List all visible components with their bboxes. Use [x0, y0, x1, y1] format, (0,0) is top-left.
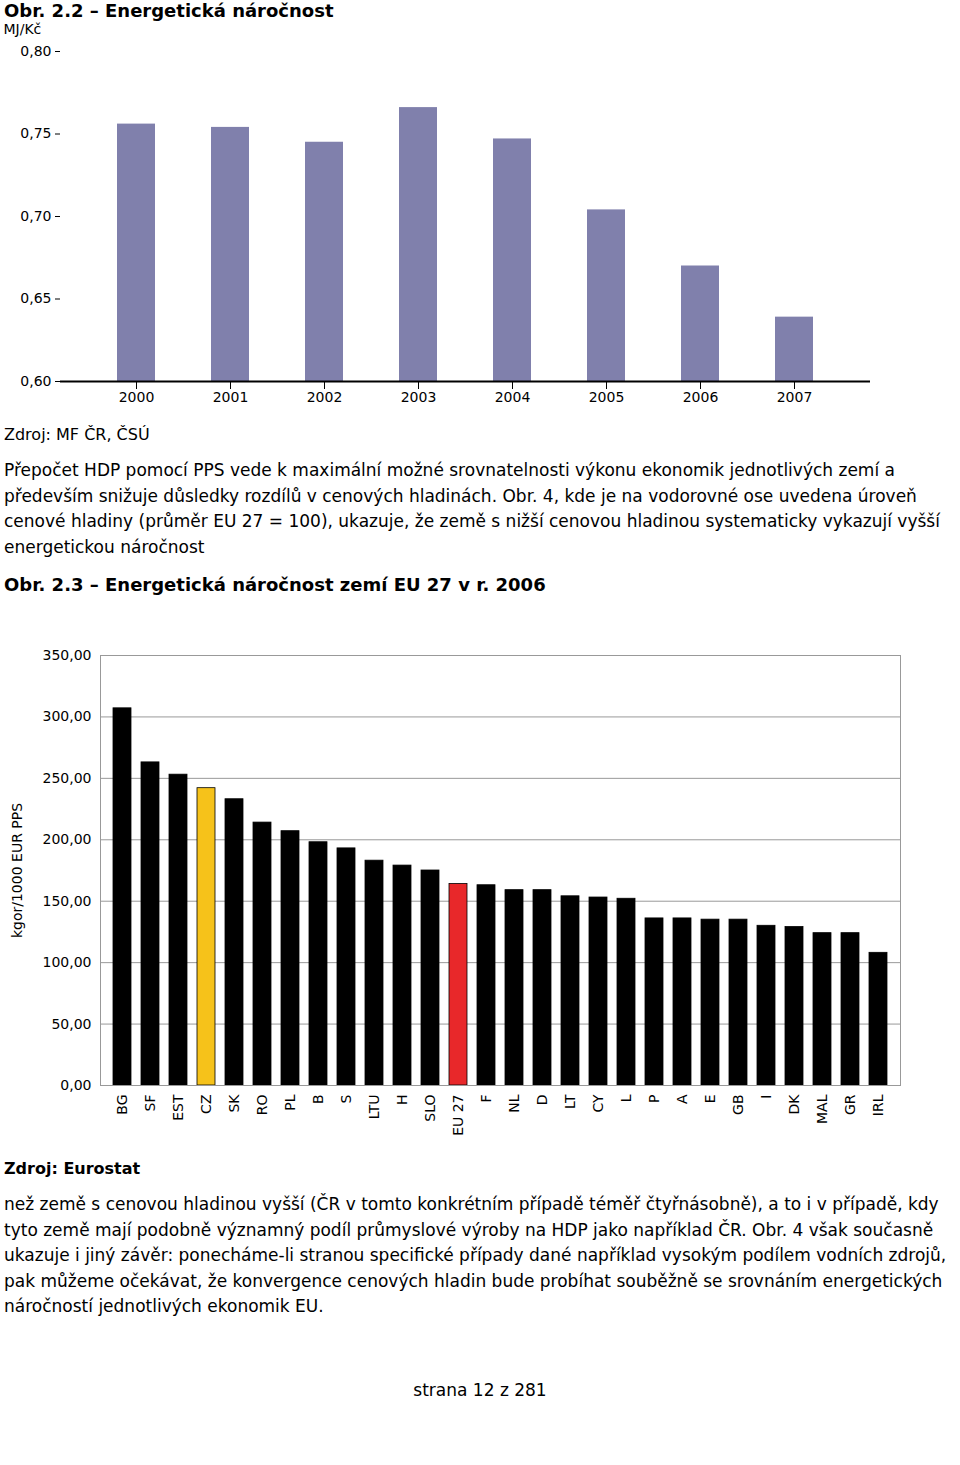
- svg-text:L: L: [618, 1094, 634, 1102]
- svg-text:MJ/Kč: MJ/Kč: [4, 21, 42, 37]
- svg-text:CZ: CZ: [198, 1095, 214, 1114]
- svg-text:2001: 2001: [213, 389, 249, 405]
- svg-text:50,00: 50,00: [51, 1016, 91, 1032]
- html-text:než země s cenovou hladinou vy: než země s cenovou hladinou vyšší (ČR v …: [4, 1194, 947, 1316]
- svg-text:200,00: 200,00: [43, 831, 92, 847]
- svg-text:EU 27: EU 27: [450, 1095, 466, 1136]
- svg-text:IRL: IRL: [870, 1094, 886, 1116]
- svg-text:350,00: 350,00: [43, 647, 92, 663]
- html-text:Obr. 2.3 – Energetická náročno: Obr. 2.3 – Energetická náročnost zemí EU…: [4, 574, 546, 595]
- svg-text:2000: 2000: [119, 389, 155, 405]
- svg-text:150,00: 150,00: [43, 893, 92, 909]
- svg-text:LT: LT: [562, 1094, 578, 1109]
- svg-text:GB: GB: [730, 1095, 746, 1115]
- svg-text:2006: 2006: [683, 389, 719, 405]
- svg-text:EST: EST: [170, 1094, 186, 1121]
- svg-text:300,00: 300,00: [43, 708, 92, 724]
- svg-text:0,80: 0,80: [20, 43, 51, 59]
- svg-text:0,75: 0,75: [20, 125, 51, 141]
- svg-text:D: D: [534, 1095, 550, 1106]
- svg-text:S: S: [338, 1094, 354, 1103]
- svg-text:2007: 2007: [777, 389, 813, 405]
- svg-text:0,00: 0,00: [60, 1077, 91, 1093]
- svg-text:DK: DK: [786, 1094, 802, 1115]
- svg-text:2005: 2005: [589, 389, 625, 405]
- svg-text:kgor/1000 EUR PPS: kgor/1000 EUR PPS: [9, 803, 25, 938]
- svg-text:0,65: 0,65: [20, 290, 51, 306]
- svg-text:LTU: LTU: [366, 1095, 382, 1120]
- svg-text:250,00: 250,00: [43, 770, 92, 786]
- svg-text:F: F: [478, 1095, 494, 1103]
- svg-text:NL: NL: [506, 1094, 522, 1112]
- svg-text:SLO: SLO: [422, 1095, 438, 1122]
- html-text:Zdroj: Eurostat: Zdroj: Eurostat: [4, 1159, 141, 1178]
- svg-text:0,70: 0,70: [20, 208, 51, 224]
- html-text:Zdroj: MF ČR, ČSÚ: Zdroj: MF ČR, ČSÚ: [4, 425, 150, 444]
- svg-text:BG: BG: [114, 1095, 130, 1115]
- svg-text:2004: 2004: [495, 389, 531, 405]
- svg-text:RO: RO: [254, 1095, 270, 1116]
- svg-text:2003: 2003: [401, 389, 437, 405]
- svg-text:CY: CY: [590, 1094, 606, 1113]
- svg-text:E: E: [702, 1095, 718, 1104]
- html-text:Obr. 2.2 – Energetická náročno: Obr. 2.2 – Energetická náročnost: [4, 0, 334, 21]
- svg-text:100,00: 100,00: [43, 954, 92, 970]
- svg-text:SF: SF: [142, 1095, 158, 1112]
- svg-text:H: H: [394, 1095, 410, 1106]
- svg-text:PL: PL: [282, 1094, 298, 1110]
- html-text:Přepočet HDP pomocí PPS vede k: Přepočet HDP pomocí PPS vede k maximální…: [4, 460, 940, 557]
- svg-text:0,60: 0,60: [20, 373, 51, 389]
- svg-text:GR: GR: [842, 1094, 858, 1115]
- svg-text:MAL: MAL: [814, 1094, 830, 1124]
- svg-text:A: A: [674, 1094, 690, 1104]
- svg-text:2002: 2002: [307, 389, 343, 405]
- html-text:strana 12 z 281: strana 12 z 281: [413, 1379, 547, 1400]
- svg-text:SK: SK: [226, 1094, 242, 1113]
- svg-text:P: P: [646, 1095, 662, 1103]
- svg-text:I: I: [758, 1095, 774, 1099]
- svg-text:B: B: [310, 1095, 326, 1105]
